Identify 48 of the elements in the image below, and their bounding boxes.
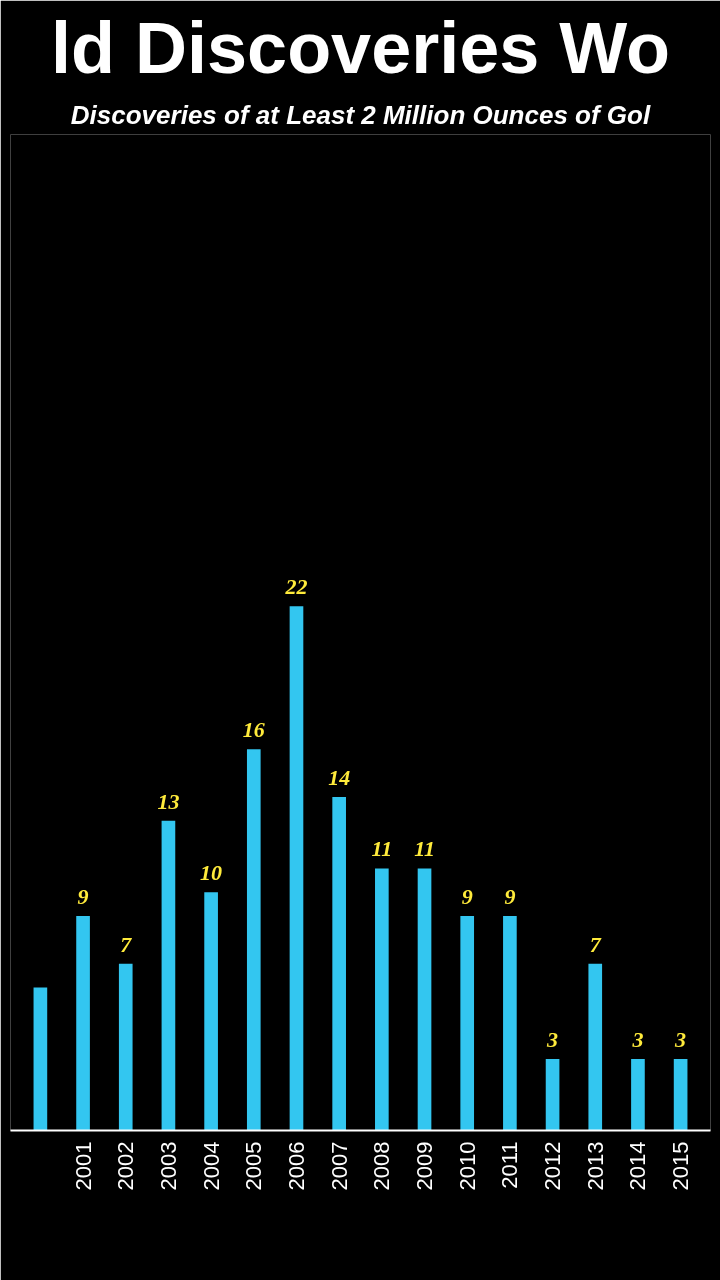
bar <box>545 1059 560 1131</box>
x-tick-label: 2007 <box>326 1141 352 1191</box>
bar <box>417 868 432 1131</box>
data-label: 16 <box>242 717 265 743</box>
x-tick-label: 2013 <box>582 1141 608 1191</box>
x-tick-label: 2009 <box>412 1141 438 1191</box>
data-label: 9 <box>504 884 516 910</box>
data-label: 14 <box>328 764 351 790</box>
chart-subtitle: Discoveries of at Least 2 Million Ounces of Gol <box>70 99 651 130</box>
data-label: 9 <box>461 884 473 910</box>
bar <box>332 796 346 1131</box>
data-label: 13 <box>157 788 180 814</box>
x-tick-label: 2015 <box>668 1141 694 1191</box>
x-tick-label: 2001 <box>70 1141 96 1191</box>
bar <box>375 868 389 1131</box>
bar <box>588 963 603 1131</box>
data-label: 11 <box>371 836 393 862</box>
bar <box>289 606 304 1131</box>
bar <box>246 749 261 1131</box>
data-label: 3 <box>674 1027 687 1053</box>
x-tick-label: 2006 <box>283 1141 309 1191</box>
chart-title: ld Discoveries Wo <box>51 7 670 88</box>
bar <box>503 916 517 1131</box>
bar <box>204 892 218 1131</box>
x-tick-label: 2011 <box>497 1141 523 1189</box>
x-tick-label: 2003 <box>155 1141 181 1191</box>
data-label: 7 <box>589 931 602 957</box>
x-tick-label: 2014 <box>625 1141 651 1191</box>
bar <box>118 963 133 1131</box>
bar <box>33 987 48 1131</box>
x-tick-label: 2012 <box>540 1141 566 1191</box>
bar <box>673 1059 688 1131</box>
data-label: 3 <box>546 1027 559 1053</box>
data-label: 22 <box>284 574 308 600</box>
x-tick-label: 2005 <box>241 1141 267 1191</box>
x-tick-label: 2010 <box>454 1141 480 1191</box>
bar <box>460 916 475 1131</box>
data-label: 9 <box>77 884 89 910</box>
data-label: 10 <box>200 860 223 886</box>
data-label: 7 <box>120 931 133 957</box>
bar <box>76 916 90 1131</box>
x-tick-label: 2002 <box>113 1141 139 1191</box>
bar <box>161 820 176 1131</box>
x-tick-label: 2008 <box>369 1141 395 1191</box>
bar <box>631 1059 645 1131</box>
data-label: 11 <box>414 836 435 862</box>
data-label: 3 <box>631 1027 644 1053</box>
x-tick-label: 2004 <box>198 1141 224 1191</box>
